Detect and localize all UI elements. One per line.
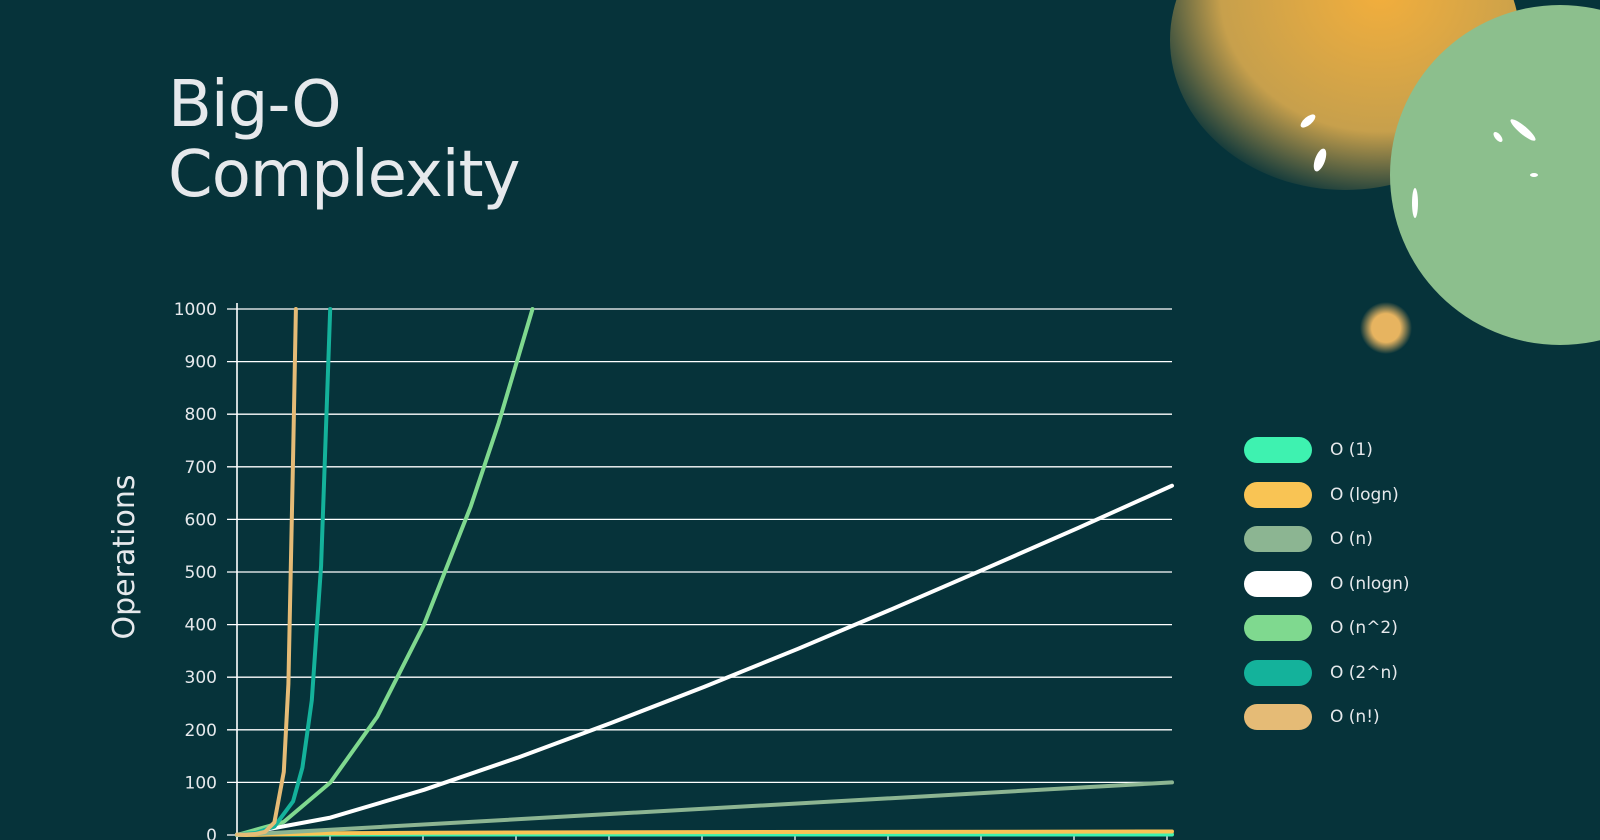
series-line [235, 780, 1174, 837]
legend-item: O (nlogn) [1244, 562, 1410, 607]
page-title: Big-O Complexity [168, 68, 520, 212]
legend-item: O (1) [1244, 428, 1410, 473]
legend-label: O (n) [1330, 529, 1373, 550]
green-planet [1390, 5, 1600, 345]
legend-item: O (2^n) [1244, 651, 1410, 696]
series-line [235, 307, 298, 837]
white-flecks [1300, 114, 1538, 218]
y-tick-label: 900 [185, 353, 217, 373]
legend-swatch [1244, 615, 1312, 642]
title-line-1: Big-O [168, 68, 342, 142]
small-sun [1360, 302, 1412, 354]
legend-item: O (logn) [1244, 473, 1410, 518]
legend-label: O (2^n) [1330, 662, 1398, 683]
series-line [235, 483, 1174, 837]
legend-label: O (n^2) [1330, 618, 1398, 639]
legend-label: O (n!) [1330, 707, 1380, 728]
title-line-2: Complexity [168, 138, 520, 212]
y-axis-label: Operations [107, 474, 142, 640]
legend-label: O (logn) [1330, 484, 1399, 505]
legend: O (1) O (logn) O (n) O (nlogn) O (n^2) O (2^n… [1244, 428, 1410, 740]
legend-label: O (nlogn) [1330, 573, 1410, 594]
y-tick-label: 300 [185, 668, 217, 688]
legend-item: O (n^2) [1244, 606, 1410, 651]
legend-swatch [1244, 659, 1312, 686]
legend-swatch [1244, 481, 1312, 508]
legend-swatch [1244, 437, 1312, 464]
y-tick-label: 500 [185, 563, 217, 583]
legend-item: O (n) [1244, 517, 1410, 562]
y-tick-label: 0 [206, 826, 217, 840]
y-tick-label: 400 [185, 616, 217, 636]
y-tick-label: 100 [185, 773, 217, 793]
legend-swatch [1244, 570, 1312, 597]
legend-label: O (1) [1330, 440, 1373, 461]
legend-swatch [1244, 704, 1312, 731]
y-tick-label: 700 [185, 458, 217, 478]
y-tick-label: 200 [185, 721, 217, 741]
y-tick-label: 1000 [174, 300, 217, 320]
y-tick-label: 600 [185, 510, 217, 530]
y-tick-label: 800 [185, 405, 217, 425]
legend-item: O (n!) [1244, 695, 1410, 740]
legend-swatch [1244, 526, 1312, 553]
series-line [235, 307, 535, 837]
